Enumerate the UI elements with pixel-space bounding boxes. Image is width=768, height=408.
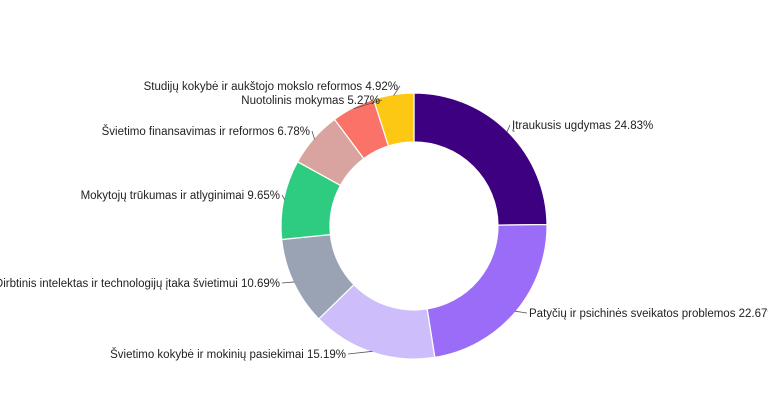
slice-patyciu-ir-psichines-sveikatos-problemos[interactable] bbox=[426, 223, 548, 359]
data-label-patyciu-ir-psichines-sveikatos-problemos: Patyčių ir psichinės sveikatos problemos… bbox=[529, 308, 768, 320]
leader-lines-layer bbox=[281, 85, 528, 355]
leader-line-dirbtinis-intelektas-ir-technologiju-itaka-svietimui bbox=[281, 281, 295, 284]
leader-line-svietimo-finansavimas-ir-reformos bbox=[311, 130, 315, 140]
data-label-svietimo-finansavimas-ir-reformos: Švietimo finansavimas ir reformos 6.78% bbox=[102, 125, 310, 138]
slice-studiju-kokybe-ir-aukstojo-mokslo-reformos[interactable] bbox=[372, 92, 415, 147]
slice-itraukusis-ugdymas[interactable] bbox=[413, 92, 548, 226]
leader-line-svietimo-kokybe-ir-mokiniu-pasiekimai bbox=[347, 350, 373, 355]
slices-layer bbox=[280, 92, 548, 360]
data-label-nuotolinis-mokymas: Nuotolinis mokymas 5.27% bbox=[241, 95, 380, 107]
data-label-dirbtinis-intelektas-ir-technologiju-itaka-svietimui: Dirbtinis intelektas ir technologijų įta… bbox=[0, 278, 280, 290]
labels-layer: Įtraukusis ugdymas 24.83% Patyčių ir psic… bbox=[0, 81, 768, 361]
data-label-svietimo-kokybe-ir-mokiniu-pasiekimai: Švietimo kokybė ir mokinių pasiekimai 15… bbox=[110, 348, 346, 361]
leader-line-mokytoju-trukumas-ir-atlyginimai bbox=[281, 194, 286, 200]
leader-line-studiju-kokybe-ir-aukstojo-mokslo-reformos bbox=[393, 85, 401, 96]
data-label-studiju-kokybe-ir-aukstojo-mokslo-reformos: Studijų kokybė ir aukštojo mokslo reform… bbox=[144, 81, 398, 93]
leader-line-patyciu-ir-psichines-sveikatos-problemos bbox=[514, 310, 528, 314]
data-label-mokytoju-trukumas-ir-atlyginimai: Mokytojų trūkumas ir atlyginimai 9.65% bbox=[81, 190, 280, 202]
leader-line-itraukusis-ugdymas bbox=[506, 124, 511, 133]
data-label-itraukusis-ugdymas: Įtraukusis ugdymas 24.83% bbox=[512, 120, 653, 132]
leader-line-nuotolinis-mokymas bbox=[353, 99, 383, 109]
